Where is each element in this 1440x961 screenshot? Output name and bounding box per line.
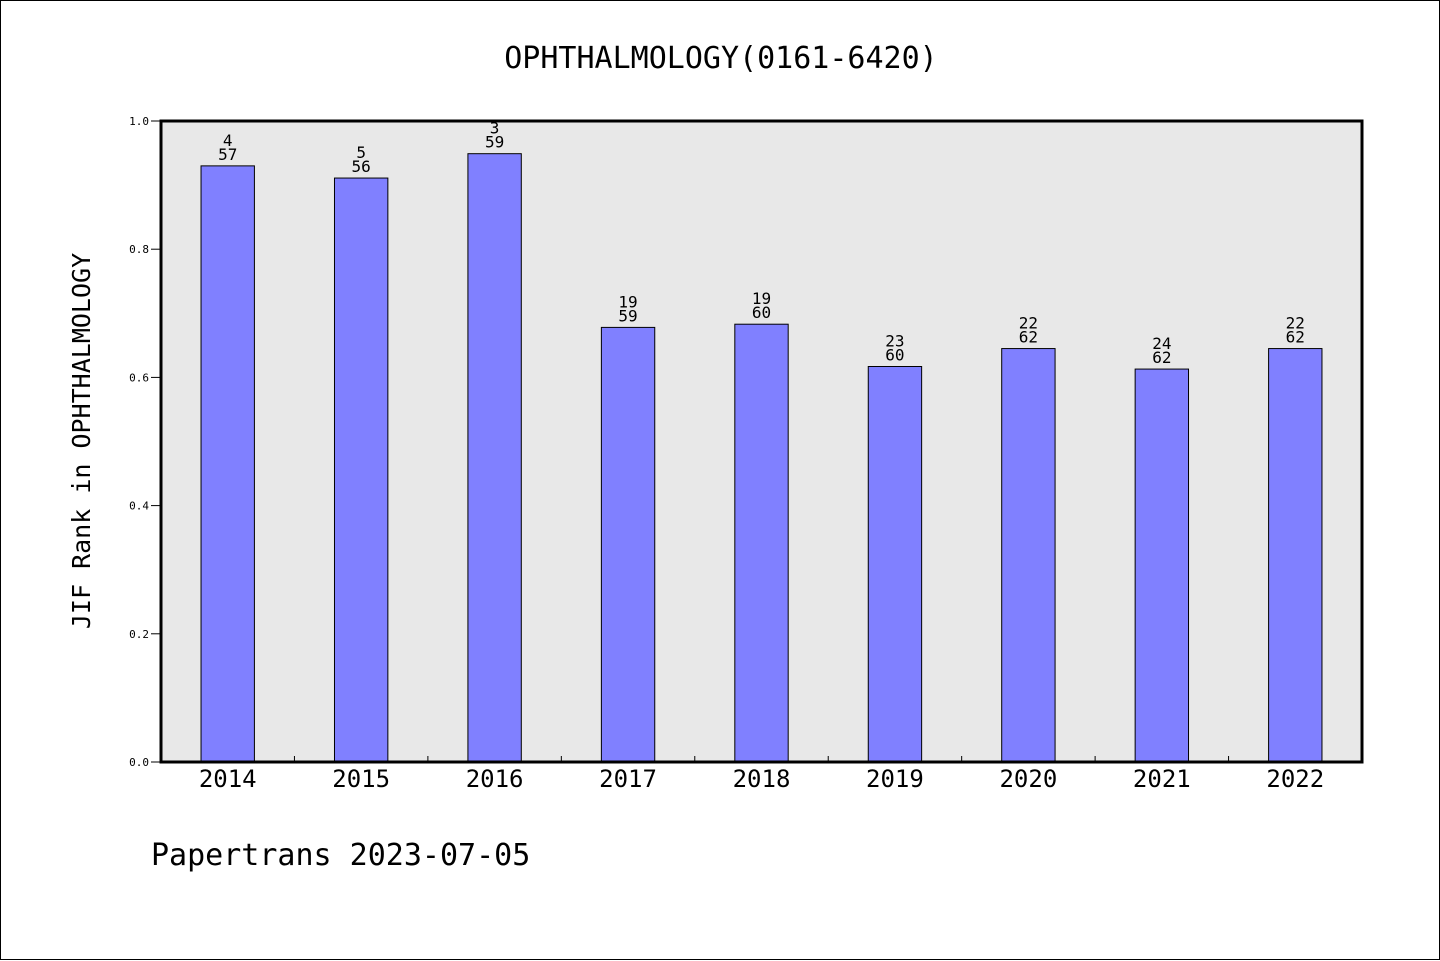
bar-label-total-2016: 59 (485, 133, 504, 152)
y-tick-label-0.6: 0.6 (129, 371, 149, 384)
x-tick-label-2016: 2016 (466, 765, 524, 793)
footer-watermark: Papertrans 2023-07-05 (151, 838, 530, 873)
bar-label-total-2022: 62 (1286, 328, 1305, 347)
bar-2022 (1268, 348, 1323, 763)
y-tick-label-0.2: 0.2 (129, 628, 149, 641)
bar-label-total-2019: 60 (885, 346, 904, 365)
x-axis: 2014 2015 2016 2017 2018 2019 2020 2021 2022 (199, 756, 1324, 793)
bar-label-rank-2017: 19 (618, 292, 637, 311)
y-tick-label-1.0: 1.0 (129, 115, 149, 128)
x-tick-label-2019: 2019 (866, 765, 924, 793)
bar-label-rank-2018: 19 (752, 289, 771, 308)
bar-2016 (467, 153, 522, 763)
bar-label-rank-2021: 24 (1152, 334, 1171, 353)
x-tick-label-2020: 2020 (999, 765, 1057, 793)
bar-label-total-2015: 56 (352, 157, 371, 176)
bar-2021 (1134, 368, 1190, 763)
bar-2020 (1001, 348, 1056, 763)
x-tick-label-2014: 2014 (199, 765, 257, 793)
bar-2014 (200, 165, 255, 763)
x-tick-label-2018: 2018 (733, 765, 791, 793)
y-tick-label-0.8: 0.8 (129, 243, 149, 256)
bar-label-rank-2016: 3 (490, 119, 500, 138)
plot-frame (159, 119, 1364, 764)
bar-label-total-2018: 60 (752, 303, 771, 322)
bar-2019 (867, 366, 923, 763)
y-axis: 0.0 0.2 0.4 0.6 0.8 1.0 (129, 115, 161, 769)
bar-label-total-2017: 59 (618, 306, 637, 325)
x-tick-label-2021: 2021 (1133, 765, 1191, 793)
bar-2017 (600, 326, 656, 763)
bar-label-total-2021: 62 (1152, 348, 1171, 367)
bar-label-rank-2022: 22 (1286, 314, 1305, 333)
y-tick-label-0.4: 0.4 (129, 500, 149, 513)
bar-label-rank-2015: 5 (356, 143, 366, 162)
x-tick-label-2015: 2015 (332, 765, 390, 793)
bar-2015 (333, 177, 389, 763)
y-tick-label-0.0: 0.0 (129, 756, 149, 769)
bar-2018 (734, 323, 789, 763)
y-axis-label: JIF Rank in OPHTHALMOLOGY (67, 253, 96, 629)
bar-label-rank-2020: 22 (1019, 314, 1038, 333)
bar-label-total-2020: 62 (1019, 328, 1038, 347)
chart-title: OPHTHALMOLOGY(0161-6420) (504, 41, 937, 76)
bar-label-total-2014: 57 (218, 145, 237, 164)
bar-label-rank-2019: 23 (885, 332, 904, 351)
bar-label-rank-2014: 4 (223, 131, 233, 150)
x-tick-label-2022: 2022 (1266, 765, 1324, 793)
bars-layer (200, 153, 1323, 763)
x-tick-label-2017: 2017 (599, 765, 657, 793)
